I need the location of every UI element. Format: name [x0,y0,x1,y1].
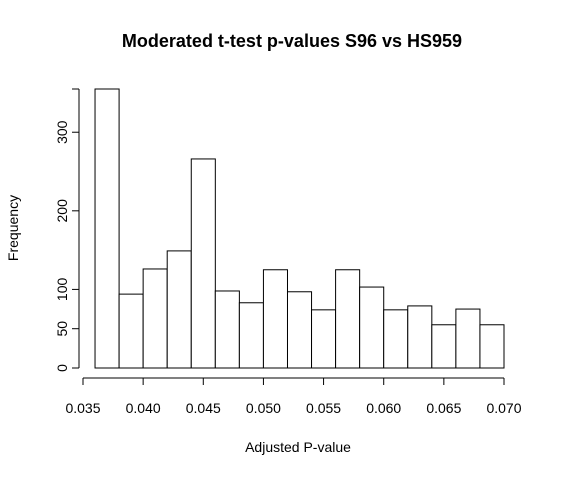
y-tick-label: 100 [54,278,70,302]
x-tick-label: 0.070 [486,400,521,416]
x-axis: 0.035 0.040 0.045 0.050 0.055 0.060 0.065 0.070 [65,377,522,416]
x-tick-label: 0.035 [65,400,100,416]
histogram-bar-8 [286,291,313,369]
y-tick-label: 50 [54,321,70,337]
histogram-bar-0 [94,88,120,369]
x-axis-label: Adjusted P-value [245,439,351,455]
histogram-bar-3 [166,250,192,369]
y-tick-label: 300 [54,120,70,144]
histogram-bar-13 [407,305,433,369]
histogram-bar-10 [335,269,361,369]
x-tick-label: 0.065 [426,400,461,416]
histogram-bar-12 [383,309,409,369]
x-tick-label: 0.040 [126,400,161,416]
histogram-bar-16 [479,324,505,369]
chart-title: Moderated t-test p-values S96 vs HS959 [122,31,462,51]
x-tick-label: 0.045 [186,400,221,416]
y-tick-label: 200 [54,199,70,223]
y-axis-label: Frequency [5,195,21,261]
x-tick-label: 0.055 [306,400,341,416]
histogram-bar-7 [262,269,288,369]
histogram-bar-4 [190,158,216,369]
histogram-bar-14 [431,324,457,369]
x-tick-label: 0.050 [246,400,281,416]
x-tick-label: 0.060 [366,400,401,416]
histogram-bar-6 [238,302,264,369]
histogram-bar-9 [311,309,337,369]
histogram-bar-2 [142,268,168,369]
histogram-bar-5 [214,290,240,369]
histogram-bar-11 [359,286,385,369]
bars-group [94,88,505,369]
histogram-bar-15 [455,308,481,369]
histogram-bar-1 [118,293,144,369]
y-axis: 0 50 100 200 300 [54,88,80,372]
y-tick-label: 0 [54,364,70,372]
